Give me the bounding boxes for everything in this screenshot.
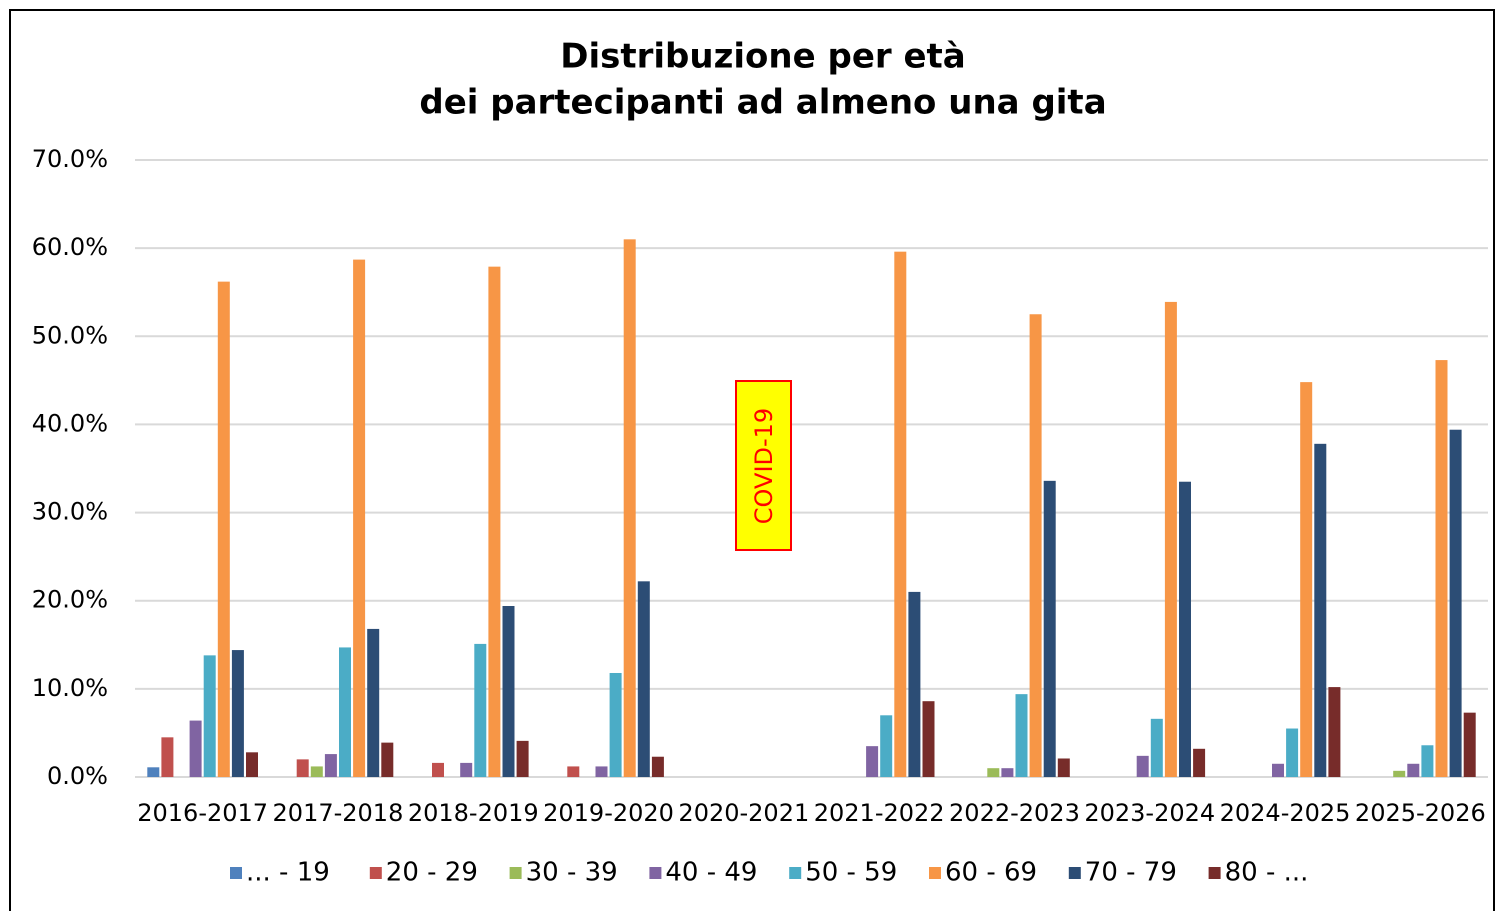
legend-swatch — [929, 867, 941, 879]
bar — [488, 266, 501, 777]
bar — [1286, 728, 1299, 777]
legend-swatch — [789, 867, 802, 879]
bar — [246, 752, 258, 777]
legend-swatch — [1068, 867, 1081, 879]
bar — [1164, 301, 1177, 777]
bar — [432, 762, 444, 777]
x-tick-label: 2022-2023 — [949, 799, 1080, 827]
bar — [1300, 382, 1313, 777]
legend-label: 30 - 39 — [526, 858, 618, 888]
legend-swatch — [509, 867, 522, 879]
bar — [296, 759, 309, 777]
bar — [866, 746, 879, 777]
bar — [1150, 718, 1163, 777]
legend-swatch — [649, 867, 662, 879]
bar — [161, 737, 174, 777]
bar — [460, 762, 473, 777]
y-tick-label: 30.0% — [32, 498, 108, 526]
y-tick-label: 50.0% — [32, 321, 108, 349]
annotation: COVID-19 — [750, 408, 778, 524]
x-tick-label: 2017-2018 — [273, 799, 404, 827]
bar — [339, 647, 351, 777]
bar — [1015, 694, 1028, 777]
legend-label: 50 - 59 — [805, 858, 897, 888]
bar — [908, 591, 921, 777]
x-tick-label: 2016-2017 — [137, 799, 268, 827]
bar — [1449, 429, 1462, 777]
bar — [203, 655, 216, 777]
bar — [651, 756, 664, 777]
bar — [567, 766, 580, 777]
bar — [1001, 768, 1014, 777]
y-tick-label: 60.0% — [32, 233, 108, 261]
bar — [367, 628, 380, 777]
bar — [894, 251, 907, 777]
chart-subtitle: dei partecipanti ad almeno una gita — [419, 83, 1106, 123]
bar — [1393, 770, 1406, 777]
x-tick-label: 2019-2020 — [543, 799, 674, 827]
legend-label: 60 - 69 — [945, 858, 1037, 888]
x-tick-label: 2018-2019 — [408, 799, 539, 827]
bar — [1179, 481, 1191, 777]
bar — [1136, 755, 1149, 777]
bar — [1328, 687, 1341, 777]
x-tick-label: 2021-2022 — [814, 799, 945, 827]
bar — [1421, 745, 1434, 777]
x-tick-label: 2024-2025 — [1220, 799, 1351, 827]
legend-swatch — [1208, 867, 1221, 879]
bar — [1272, 763, 1284, 777]
y-tick-label: 40.0% — [32, 409, 108, 437]
bar — [502, 606, 515, 777]
legend-label: 70 - 79 — [1085, 858, 1177, 888]
bar — [310, 766, 323, 777]
bar — [637, 581, 650, 777]
bar — [609, 672, 622, 777]
bar — [1407, 763, 1420, 777]
x-tick-label: 2020-2021 — [678, 799, 809, 827]
legend-swatch — [369, 867, 382, 879]
y-tick-label: 10.0% — [32, 674, 108, 702]
bar — [1314, 443, 1327, 777]
bar — [353, 259, 366, 777]
bar — [987, 768, 1000, 777]
legend-label: 40 - 49 — [665, 858, 757, 888]
bar — [1463, 712, 1476, 777]
annotation-box — [735, 380, 792, 551]
bar — [1193, 748, 1206, 777]
bar — [324, 754, 337, 777]
bar — [922, 701, 935, 777]
chart-title: Distribuzione per età — [560, 37, 966, 77]
bar — [381, 742, 394, 777]
bar — [231, 650, 244, 777]
legend-label: ... - 19 — [246, 858, 330, 888]
bar — [595, 766, 608, 777]
y-tick-label: 20.0% — [32, 586, 108, 614]
x-tick-label: 2025-2026 — [1355, 799, 1486, 827]
legend-swatch — [230, 867, 242, 879]
bar — [1029, 314, 1042, 777]
bar — [1435, 360, 1448, 777]
legend-label: 20 - 29 — [386, 858, 478, 888]
x-tick-label: 2023-2024 — [1084, 799, 1215, 827]
y-tick-label: 0.0% — [47, 762, 108, 790]
bar — [1043, 480, 1056, 777]
bar — [623, 239, 636, 778]
bars — [147, 239, 1476, 778]
y-tick-label: 70.0% — [32, 145, 108, 173]
bar — [217, 281, 230, 777]
bar — [147, 767, 160, 777]
bar — [516, 740, 529, 777]
bar — [880, 715, 893, 777]
bar — [474, 643, 487, 777]
bar — [1057, 758, 1070, 777]
legend-label: 80 - ... — [1225, 858, 1309, 888]
bar — [189, 720, 202, 777]
